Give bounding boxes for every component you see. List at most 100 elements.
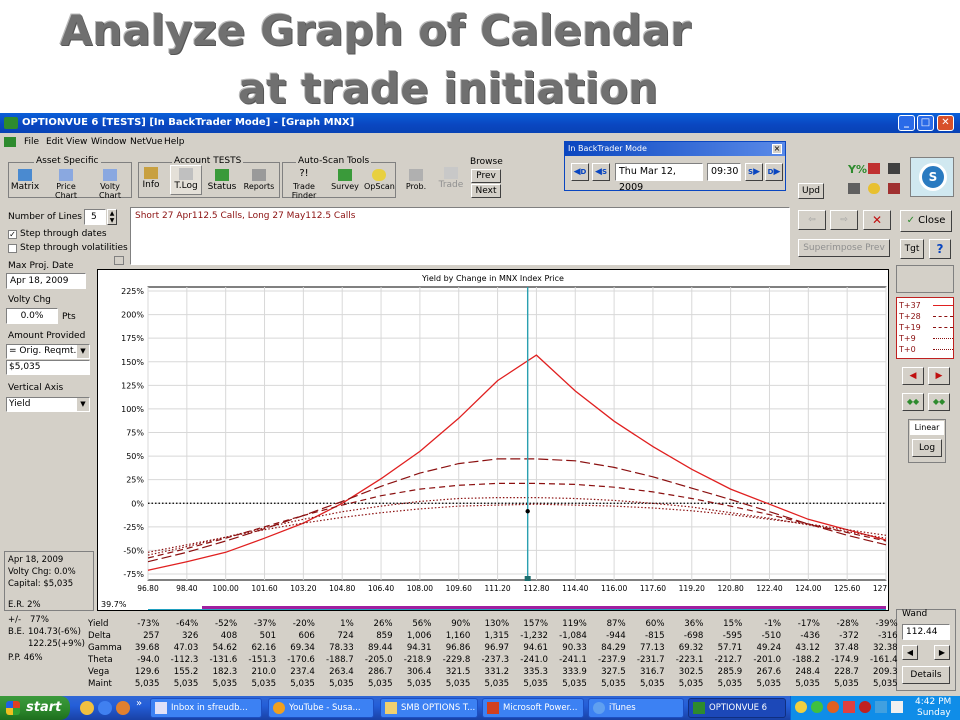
- tgt-button[interactable]: Tgt: [900, 239, 924, 259]
- table-cell: -1,084: [559, 631, 587, 641]
- legend-box: T+37 T+28 T+19 T+9 T+0: [896, 297, 954, 359]
- chevron-double-icon[interactable]: »: [136, 698, 143, 709]
- zoom-out-button[interactable]: ◆◆: [928, 393, 950, 411]
- shift-right-button[interactable]: ▶: [928, 367, 950, 385]
- wand-value-field[interactable]: 112.44: [902, 624, 950, 640]
- log-button[interactable]: Log: [912, 439, 942, 457]
- taskbar-item-youtube[interactable]: YouTube - Susa...: [268, 698, 374, 718]
- backtrader-time-field[interactable]: 09:30: [707, 163, 741, 181]
- tlog-button[interactable]: T.Log: [170, 165, 202, 195]
- next-button[interactable]: Next: [471, 184, 501, 198]
- printer-icon[interactable]: [888, 163, 900, 174]
- matrix-button[interactable]: Matrix: [9, 169, 41, 192]
- start-button[interactable]: start: [0, 696, 70, 720]
- tray-icon-4[interactable]: [843, 701, 855, 713]
- edit-icon[interactable]: [868, 163, 880, 174]
- num-lines-field[interactable]: 5: [84, 209, 106, 225]
- table-cell: 724: [337, 631, 354, 641]
- num-lines-spinner[interactable]: ▲ ▼: [107, 209, 117, 225]
- trade-finder-label: Trade Finder: [291, 182, 317, 200]
- taskbar-item-inbox[interactable]: Inbox in sfreudb...: [150, 698, 262, 718]
- close-window-button[interactable]: ✕: [937, 115, 954, 131]
- max-proj-field[interactable]: Apr 18, 2009: [6, 273, 86, 289]
- menu-view[interactable]: View: [66, 137, 88, 147]
- forward-step-button[interactable]: S▶: [745, 163, 763, 181]
- volty-chart-button[interactable]: Volty Chart: [90, 169, 130, 200]
- menu-window[interactable]: Window: [91, 137, 127, 147]
- nav-forward-button[interactable]: ⇨: [830, 210, 858, 230]
- trade-finder-button[interactable]: ?! Trade Finder: [282, 169, 326, 201]
- table-cell: 1,315: [484, 631, 510, 641]
- superimpose-prev-button[interactable]: Superimpose Prev: [798, 239, 890, 257]
- taskbar-item-powerpoint[interactable]: Microsoft Power...: [482, 698, 584, 718]
- tray-icon-3[interactable]: [827, 701, 839, 713]
- prob-button[interactable]: Prob.: [403, 169, 429, 191]
- backtrader-close-icon[interactable]: ×: [772, 144, 782, 154]
- s-logo-icon[interactable]: S: [919, 163, 947, 191]
- quicklaunch-icon-3[interactable]: [116, 701, 130, 715]
- tray-icon-6[interactable]: [875, 701, 887, 713]
- print-icon[interactable]: [848, 183, 860, 194]
- menu-edit[interactable]: Edit: [46, 137, 64, 147]
- amount-select[interactable]: = Orig. Reqmt. ▼: [6, 344, 90, 359]
- resize-icon[interactable]: [114, 256, 124, 265]
- menu-help[interactable]: Help: [164, 137, 185, 147]
- taskbar-item-optionvue[interactable]: OPTIONVUE 6: [688, 698, 786, 718]
- itunes-icon: [593, 702, 605, 714]
- tray-icon-7[interactable]: [891, 701, 903, 713]
- price-chart-button[interactable]: Price Chart: [46, 169, 86, 200]
- linear-option[interactable]: Linear: [910, 421, 944, 435]
- quicklaunch-icon-1[interactable]: [80, 701, 94, 715]
- prev-button[interactable]: Prev: [471, 169, 501, 183]
- x-tick-label: 109.60: [446, 584, 472, 593]
- upd-button[interactable]: Upd: [798, 183, 824, 199]
- status-button[interactable]: Status: [206, 169, 238, 192]
- nav-back-button[interactable]: ⇦: [798, 210, 826, 230]
- taskbar-item-smb[interactable]: SMB OPTIONS T...: [380, 698, 478, 718]
- step-vols-checkbox[interactable]: [8, 244, 17, 253]
- table-cell: 5,035: [678, 679, 704, 689]
- maximize-button[interactable]: □: [917, 115, 934, 131]
- table-cell: -188.7: [326, 655, 354, 665]
- taskbar-youtube-label: YouTube - Susa...: [289, 703, 361, 713]
- close-button[interactable]: ✓ Close: [900, 210, 952, 232]
- menu-file[interactable]: File: [24, 137, 40, 147]
- step-dates-checkbox[interactable]: ✓: [8, 230, 17, 239]
- tray-icon-1[interactable]: [795, 701, 807, 713]
- clock-time[interactable]: 4:42 PM: [915, 697, 952, 707]
- menu-netvue[interactable]: NetVue: [130, 137, 163, 147]
- wand-left-button[interactable]: ◀: [902, 645, 918, 660]
- pts-label: Pts: [62, 312, 76, 322]
- range-bar-2: [148, 609, 886, 610]
- opscan-button[interactable]: OpScan: [364, 169, 395, 191]
- zoom-in-button[interactable]: ◆◆: [902, 393, 924, 411]
- backtrader-date-field[interactable]: Thu Mar 12, 2009: [615, 163, 703, 193]
- quicklaunch-icon-2[interactable]: [98, 701, 112, 715]
- table-cell: -161.4: [869, 655, 898, 665]
- trade-button[interactable]: Trade: [435, 167, 467, 190]
- help-button[interactable]: ?: [929, 239, 951, 259]
- tray-icon-2[interactable]: [811, 701, 823, 713]
- yield-chart[interactable]: Yield by Change in MNX Index Price 225% 20…: [98, 270, 899, 610]
- y-percent-icon[interactable]: Y%: [848, 163, 867, 176]
- details-button[interactable]: Details: [902, 666, 950, 684]
- back-step-button[interactable]: ◀S: [592, 163, 610, 181]
- taskbar-item-itunes[interactable]: iTunes: [588, 698, 684, 718]
- tray-icon-5[interactable]: [859, 701, 871, 713]
- volty-chg-field[interactable]: 0.0%: [6, 308, 58, 324]
- info-button[interactable]: Info: [140, 167, 162, 190]
- survey-button[interactable]: Survey: [330, 169, 360, 191]
- back-day-label: D: [580, 168, 587, 176]
- vertical-axis-select[interactable]: Yield ▼: [6, 397, 90, 412]
- delete-button[interactable]: ✕: [863, 210, 891, 230]
- reports-button[interactable]: Reports: [243, 169, 275, 191]
- forward-day-button[interactable]: D▶: [765, 163, 783, 181]
- minimize-button[interactable]: _: [898, 115, 915, 131]
- shift-left-button[interactable]: ◀: [902, 367, 924, 385]
- amount-field[interactable]: $5,035: [6, 360, 90, 375]
- alert-icon[interactable]: [868, 183, 880, 194]
- back-day-button[interactable]: ◀D: [571, 163, 589, 181]
- delete-icon[interactable]: [888, 183, 900, 194]
- wand-right-button[interactable]: ▶: [934, 645, 950, 660]
- triangle-right-icon: ▶: [938, 648, 946, 657]
